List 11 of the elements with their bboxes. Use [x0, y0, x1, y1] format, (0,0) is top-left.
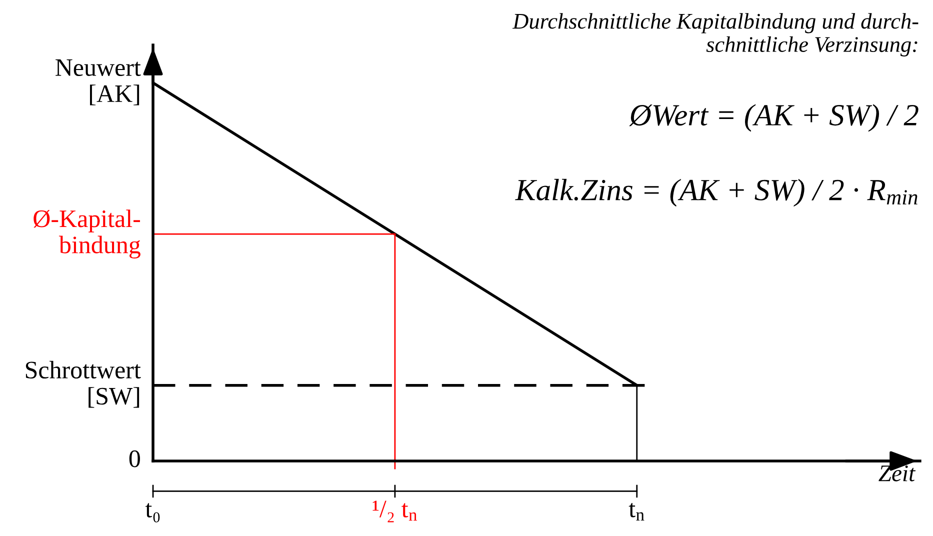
- text: Durchschnittliche Kapitalbindung und durch- schnittliche Verzinsung:: [512, 13, 918, 57]
- x-tick-label: t₀: [145, 503, 160, 522]
- text: 0: [129, 450, 140, 468]
- annotation: Kalk.Zins = (AK + SW) / 2 · R$_{min}$: [515, 178, 918, 207]
- annotation: ØWert = (AK + SW) / 2: [629, 104, 918, 132]
- text: Neuwert [AK]: [56, 59, 141, 106]
- ref-line-label: Schrottwert [SW]: [26, 360, 141, 408]
- x-tick-label: ¹/₂ t$_{n}$: [372, 500, 417, 522]
- x-axis-title: Zeit: [878, 465, 916, 482]
- x-tick-label: t$_{n}$: [628, 502, 644, 520]
- ref-line-label: Ø-Kapital- bindung: [34, 210, 140, 259]
